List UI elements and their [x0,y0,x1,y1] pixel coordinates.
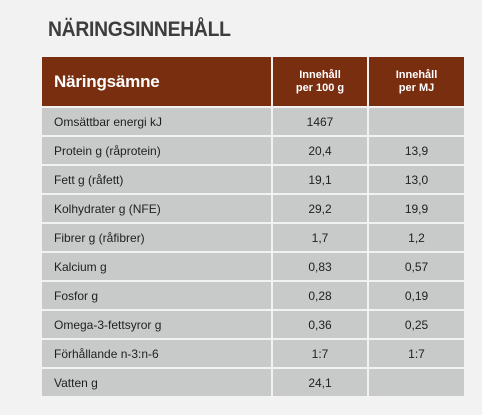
nutrition-table-container: Näringsämne Innehåll per 100 g Innehåll … [42,57,464,396]
nutrient-name: Omega-3-fettsyror g [42,309,272,339]
table-row: Fosfor g 0,28 0,19 [42,280,464,310]
table-row: Fett g (råfett) 19,1 13,0 [42,164,464,194]
table-row: Kalcium g 0,83 0,57 [42,251,464,281]
value-per-mj: 13,0 [367,164,464,194]
value-per-100g: 0,36 [271,309,368,339]
value-per-100g: 20,4 [271,135,368,165]
column-header-per-100g: Innehåll per 100 g [271,57,368,107]
value-per-100g: 0,83 [271,251,368,281]
nutrient-name: Fosfor g [42,280,272,310]
value-per-100g: 1,7 [271,222,368,252]
nutrient-name: Fett g (råfett) [42,164,272,194]
nutrient-name: Kolhydrater g (NFE) [42,193,272,223]
value-per-100g: 1467 [271,106,368,136]
nutrient-name: Fibrer g (råfibrer) [42,222,272,252]
value-per-mj: 0,19 [367,280,464,310]
value-per-100g: 29,2 [271,193,368,223]
value-per-100g: 24,1 [271,367,368,396]
nutrient-name: Kalcium g [42,251,272,281]
table-row: Förhållande n-3:n-6 1:7 1:7 [42,338,464,368]
column-header-per-mj-line1: Innehåll [395,68,438,81]
table-row: Vatten g 24,1 [42,367,464,396]
value-per-mj [367,367,464,396]
nutrition-table: Näringsämne Innehåll per 100 g Innehåll … [42,57,464,396]
column-header-per-mj: Innehåll per MJ [367,57,464,107]
value-per-100g: 19,1 [271,164,368,194]
value-per-mj: 0,25 [367,309,464,339]
value-per-mj [367,106,464,136]
nutrient-name: Förhållande n-3:n-6 [42,338,272,368]
column-header-nutrient: Näringsämne [42,57,272,107]
value-per-mj: 0,57 [367,251,464,281]
column-header-per-100g-line1: Innehåll [299,68,341,81]
nutrient-name: Vatten g [42,367,272,396]
table-header-row: Näringsämne Innehåll per 100 g Innehåll … [42,57,464,107]
nutrient-name: Omsättbar energi kJ [42,106,272,136]
value-per-mj: 13,9 [367,135,464,165]
value-per-mj: 1:7 [367,338,464,368]
table-row: Protein g (råprotein) 20,4 13,9 [42,135,464,165]
value-per-mj: 1,2 [367,222,464,252]
page-title: NÄRINGSINNEHÅLL [48,18,231,41]
nutrient-name: Protein g (råprotein) [42,135,272,165]
table-row: Omsättbar energi kJ 1467 [42,106,464,136]
table-row: Omega-3-fettsyror g 0,36 0,25 [42,309,464,339]
column-header-per-mj-line2: per MJ [398,81,435,94]
value-per-100g: 0,28 [271,280,368,310]
table-row: Fibrer g (råfibrer) 1,7 1,2 [42,222,464,252]
column-header-per-100g-line2: per 100 g [295,81,345,94]
value-per-100g: 1:7 [271,338,368,368]
table-row: Kolhydrater g (NFE) 29,2 19,9 [42,193,464,223]
value-per-mj: 19,9 [367,193,464,223]
